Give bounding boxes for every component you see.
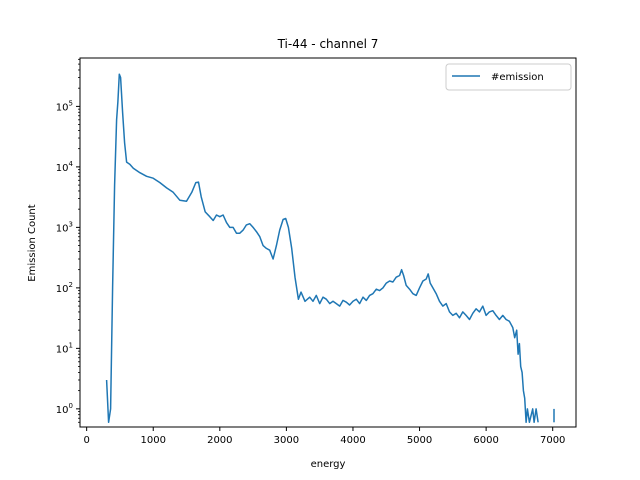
y-tick-label: 103 xyxy=(56,220,73,234)
y-axis: 100 101 102 103 104 105 xyxy=(56,58,80,423)
x-tick-label: 5000 xyxy=(407,435,432,446)
legend-box xyxy=(445,63,572,91)
x-tick-label: 4000 xyxy=(340,435,365,446)
y-tick-label: 101 xyxy=(56,341,73,355)
plot-frame xyxy=(79,57,577,428)
x-axis-title: energy xyxy=(311,459,346,470)
y-tick-label: 100 xyxy=(56,402,73,416)
x-tick-label: 7000 xyxy=(540,435,565,446)
x-tick-label: 2000 xyxy=(207,435,232,446)
y-axis-title: Emission Count xyxy=(27,204,38,281)
y-tick-label: 105 xyxy=(56,99,73,113)
x-tick-label: 0 xyxy=(83,435,89,446)
x-tick-label: 3000 xyxy=(274,435,299,446)
x-axis: 0 1000 2000 3000 4000 5000 6000 7000 xyxy=(83,427,565,446)
y-tick-label: 102 xyxy=(56,281,73,295)
legend-label: #emission xyxy=(491,72,544,83)
y-tick-label: 104 xyxy=(56,160,74,174)
x-tick-label: 6000 xyxy=(473,435,498,446)
x-tick-label: 1000 xyxy=(141,435,166,446)
legend: #emission xyxy=(445,63,572,91)
series-line-0 xyxy=(105,73,539,424)
chart-title: Ti-44 - channel 7 xyxy=(277,37,379,51)
series-layer xyxy=(105,73,555,424)
